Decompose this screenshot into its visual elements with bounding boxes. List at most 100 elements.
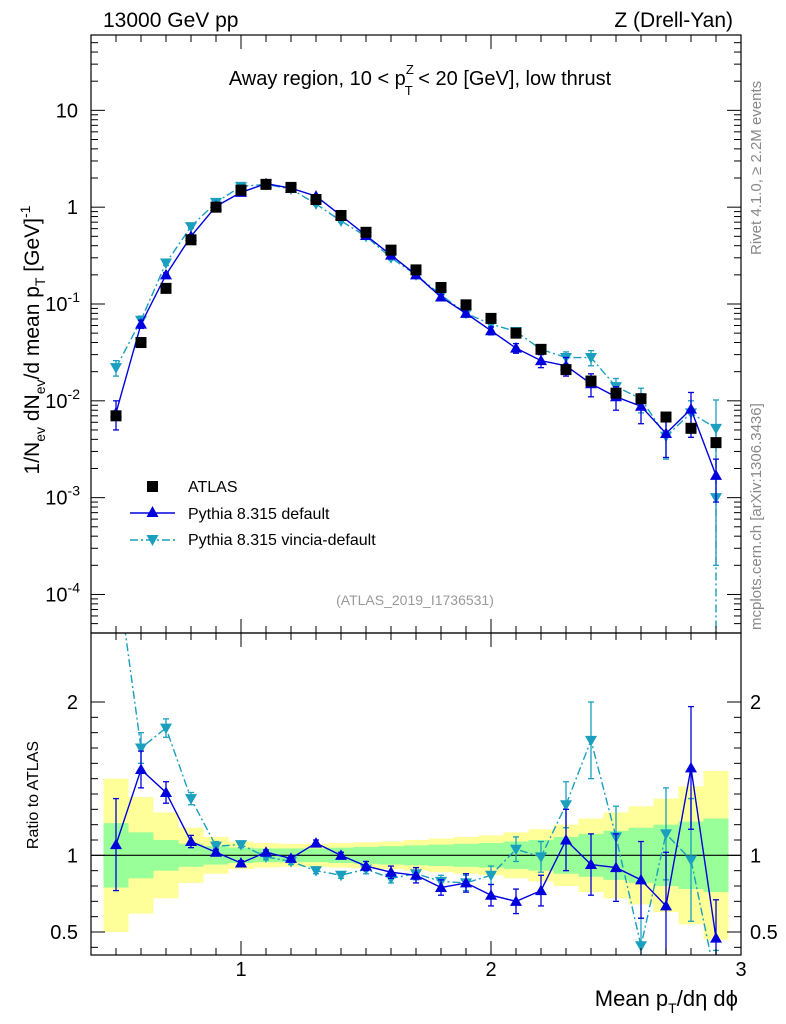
vincia-point — [710, 423, 722, 435]
rivet-label: Rivet 4.1.0, ≥ 2.2M events — [748, 81, 765, 255]
atlas-point — [535, 343, 547, 355]
atlas-point — [435, 282, 447, 294]
atlas-point — [385, 244, 397, 256]
default-point — [485, 324, 497, 336]
atlas-point — [260, 178, 272, 190]
ratio-vincia-point — [660, 829, 672, 840]
y-tick-label: 10-1 — [45, 289, 80, 316]
legend-vincia-label: Pythia 8.315 vincia-default — [188, 532, 376, 549]
ratio-default-point — [360, 860, 372, 871]
x-tick-label: 3 — [735, 959, 746, 981]
ratio-default-point — [235, 857, 247, 868]
y-axis-label-main: 1/Nev dNev/d mean pT [GeV]-1 — [17, 205, 48, 474]
atlas-point — [585, 375, 597, 387]
ratio-default-point — [685, 761, 697, 773]
ratio-y-tick-label-left: 0.5 — [50, 922, 78, 944]
default-point — [160, 268, 172, 280]
atlas-point — [110, 410, 122, 422]
default-point — [135, 318, 147, 329]
ratio-default-point — [160, 786, 172, 797]
ratio-vincia-point — [685, 855, 697, 866]
x-tick-label: 1 — [235, 959, 246, 981]
ratio-default-point — [485, 889, 497, 900]
ratio-vincia-point — [485, 870, 497, 882]
legend-vincia-marker — [146, 535, 159, 546]
vincia-point — [585, 353, 597, 364]
ratio-default-point — [710, 932, 722, 943]
atlas-point — [460, 299, 472, 311]
ratio-default-point — [335, 849, 347, 860]
vincia-point — [110, 363, 122, 374]
y-tick-label: 1 — [67, 197, 78, 219]
ratio-default-point — [435, 881, 447, 893]
ratio-default-point — [510, 895, 522, 906]
y-tick-label: 10 — [56, 100, 78, 122]
ratio-y-tick-label-left: 2 — [67, 692, 78, 714]
ratio-default-point — [560, 834, 572, 845]
ratio-default-point — [385, 866, 397, 877]
legend-atlas-marker — [147, 481, 158, 492]
default-point — [685, 403, 697, 414]
ratio-vincia-point — [310, 866, 322, 877]
default-point — [710, 469, 722, 480]
atlas-point — [185, 234, 197, 246]
ratio-vincia-point — [160, 723, 172, 735]
atlas-point — [310, 194, 322, 206]
atlas-point — [510, 327, 522, 339]
ratio-vincia-point — [185, 794, 197, 805]
ratio-vincia-point — [235, 840, 247, 851]
atlas-point — [135, 337, 147, 349]
legend: ATLAS Pythia 8.315 default Pythia 8.315 … — [130, 479, 376, 549]
x-tick-label: 2 — [485, 959, 496, 981]
default-point — [460, 307, 472, 318]
ratio-default-point — [260, 846, 272, 857]
ratio-default-point — [460, 876, 472, 888]
ratio-vincia-point — [635, 941, 647, 952]
header-left: 13000 GeV pp — [103, 9, 238, 32]
ratio-default-point — [210, 846, 222, 857]
atlas-point — [160, 282, 172, 294]
ratio-default-point — [535, 884, 547, 896]
atlas-point — [210, 201, 222, 213]
mcplots-label: mcplots.cern.ch [arXiv:1306.3436] — [748, 403, 765, 630]
atlas-point — [335, 210, 347, 222]
header-right: Z (Drell-Yan) — [614, 9, 733, 32]
panel-title: Away region, 10 < pZ T < 20 [GeV], low th… — [229, 62, 612, 98]
ratio-default-point — [660, 899, 672, 911]
x-axis-label: Mean pT/dη dϕ — [595, 986, 738, 1016]
ratio-default-point — [410, 869, 422, 880]
atlas-point — [285, 181, 297, 193]
y-tick-label: 10-2 — [45, 386, 80, 413]
default-point — [510, 342, 522, 353]
atlas-point — [410, 264, 422, 276]
ratio-y-tick-label-right: 2 — [750, 692, 761, 714]
default-point — [435, 291, 447, 302]
ratio-y-tick-label-right: 1 — [750, 845, 761, 867]
analysis-tag: (ATLAS_2019_I1736531) — [336, 592, 494, 608]
ratio-vincia-point — [560, 800, 572, 811]
vincia-point — [160, 258, 172, 270]
atlas-point — [485, 312, 497, 324]
legend-default-marker — [146, 506, 159, 517]
legend-default-label: Pythia 8.315 default — [188, 506, 330, 523]
atlas-point — [360, 226, 372, 238]
ratio-default-point — [610, 861, 622, 873]
ratio-vincia-point — [535, 852, 547, 863]
ratio-vincia-point — [135, 743, 147, 754]
y-axis-label-ratio: Ratio to ATLAS — [25, 741, 42, 849]
atlas-point — [635, 393, 647, 405]
ratio-default-point — [285, 852, 297, 863]
atlas-point — [710, 437, 722, 449]
default-point — [660, 427, 672, 438]
ratio-default-point — [310, 837, 322, 848]
ratio-default-point — [110, 838, 122, 850]
ratio-vincia-point — [335, 870, 347, 882]
atlas-point — [685, 422, 697, 434]
ratio-default-point — [185, 835, 197, 847]
default-point — [535, 354, 547, 366]
legend-atlas-label: ATLAS — [188, 479, 238, 496]
y-tick-label: 10-4 — [45, 579, 80, 606]
atlas-point — [610, 387, 622, 399]
ratio-default-point — [585, 858, 597, 870]
